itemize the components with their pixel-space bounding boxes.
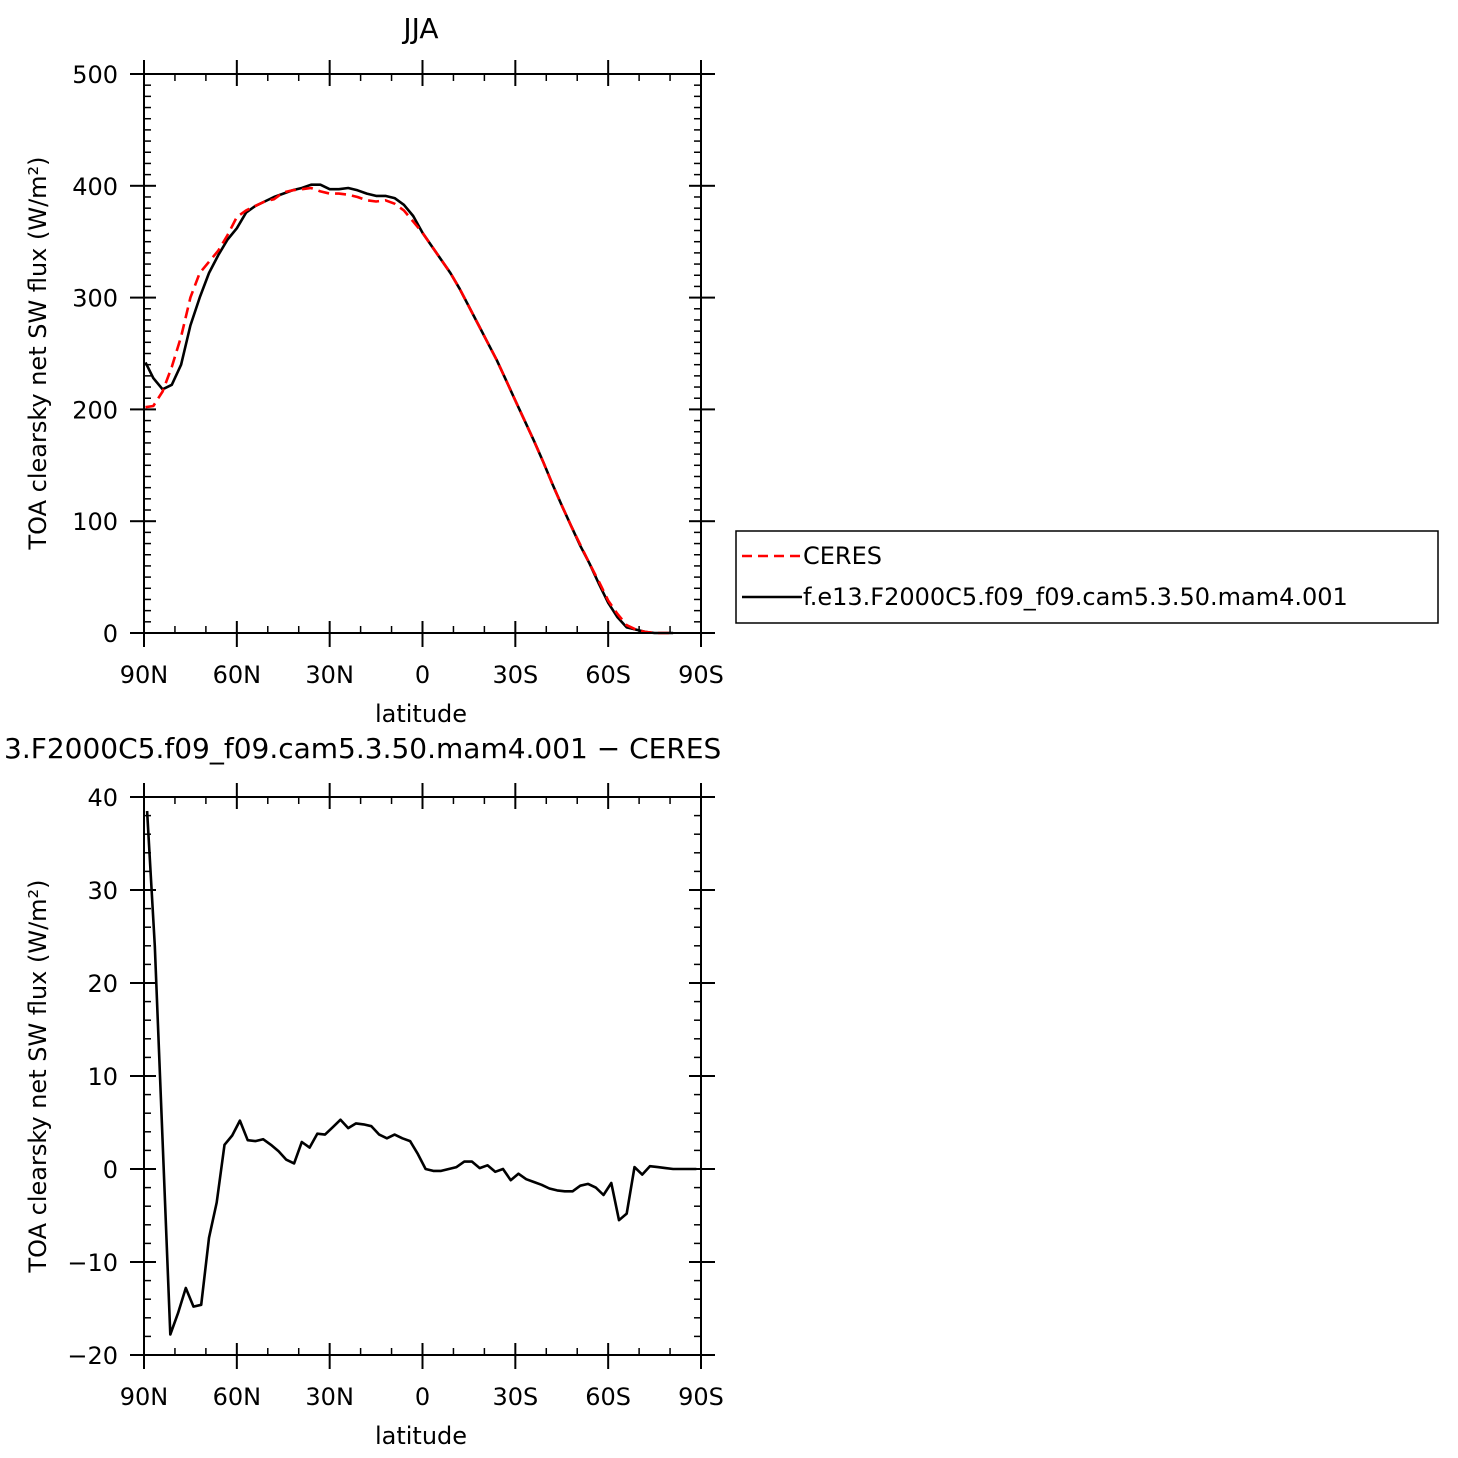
x-tick-label: 60N (213, 1383, 262, 1411)
y-tick-label: 20 (87, 970, 118, 998)
bottom-panel-ticks (130, 783, 715, 1369)
bottom-x-tick-labels: 90N 60N 30N 0 30S 60S 90S (120, 1383, 724, 1411)
y-tick-label: 0 (103, 620, 118, 648)
top-plot-frame (143, 73, 702, 634)
top-y-tick-labels: 0 100 200 300 400 500 (72, 61, 118, 648)
x-tick-label: 60S (585, 1383, 631, 1411)
top-panel-series (144, 183, 674, 635)
bottom-panel: 3.F2000C5.f09_f09.cam5.3.50.mam4.001 − C… (4, 732, 724, 1450)
x-tick-label: 90N (120, 661, 169, 689)
series-line-0 (145, 810, 697, 1336)
x-tick-label: 0 (415, 661, 430, 689)
x-tick-label: 30S (492, 661, 538, 689)
top-x-tick-labels: 90N 60N 30N 0 30S 60S 90S (120, 661, 724, 689)
y-tick-label: 40 (87, 784, 118, 812)
y-tick-label: 300 (72, 285, 118, 313)
legend-label-ceres: CERES (803, 542, 882, 570)
top-y-axis-title: TOA clearsky net SW flux (W/m²) (24, 156, 52, 550)
y-tick-label: 10 (87, 1063, 118, 1091)
x-tick-label: 0 (415, 1383, 430, 1411)
bottom-panel-title: 3.F2000C5.f09_f09.cam5.3.50.mam4.001 − C… (4, 732, 721, 765)
bottom-plot-frame (143, 796, 702, 1356)
y-tick-label: 100 (72, 508, 118, 536)
y-tick-label: 30 (87, 877, 118, 905)
x-tick-label: 90N (120, 1383, 169, 1411)
x-tick-label: 30N (305, 1383, 354, 1411)
series-line-1 (144, 183, 674, 635)
bottom-panel-series (145, 810, 697, 1336)
top-panel-ticks (130, 60, 715, 647)
x-tick-label: 60N (213, 661, 262, 689)
legend-label-model: f.e13.F2000C5.f09_f09.cam5.3.50.mam4.001 (803, 583, 1348, 611)
y-tick-label: −10 (67, 1249, 118, 1277)
bottom-x-axis-title: latitude (375, 1422, 467, 1450)
x-tick-label: 60S (585, 661, 631, 689)
x-tick-label: 90S (678, 1383, 724, 1411)
x-tick-label: 30S (492, 1383, 538, 1411)
y-tick-label: 200 (72, 396, 118, 424)
y-tick-label: 0 (103, 1156, 118, 1184)
legend-box (735, 530, 1439, 624)
x-tick-label: 90S (678, 661, 724, 689)
top-panel-title: JJA (401, 12, 438, 45)
y-tick-label: 500 (72, 61, 118, 89)
legend: CERES f.e13.F2000C5.f09_f09.cam5.3.50.ma… (735, 530, 1439, 624)
top-x-axis-title: latitude (375, 700, 467, 728)
y-tick-label: −20 (67, 1342, 118, 1370)
x-tick-label: 30N (305, 661, 354, 689)
bottom-y-tick-labels: 40 30 20 10 0 −10 −20 (67, 784, 118, 1370)
top-panel: JJA 90N 60N 30N 0 30S 60S 90S 0 100 200 300 400 500… (24, 12, 724, 728)
series-line-0 (145, 186, 674, 635)
y-tick-label: 400 (72, 173, 118, 201)
bottom-y-axis-title: TOA clearsky net SW flux (W/m²) (24, 879, 52, 1273)
